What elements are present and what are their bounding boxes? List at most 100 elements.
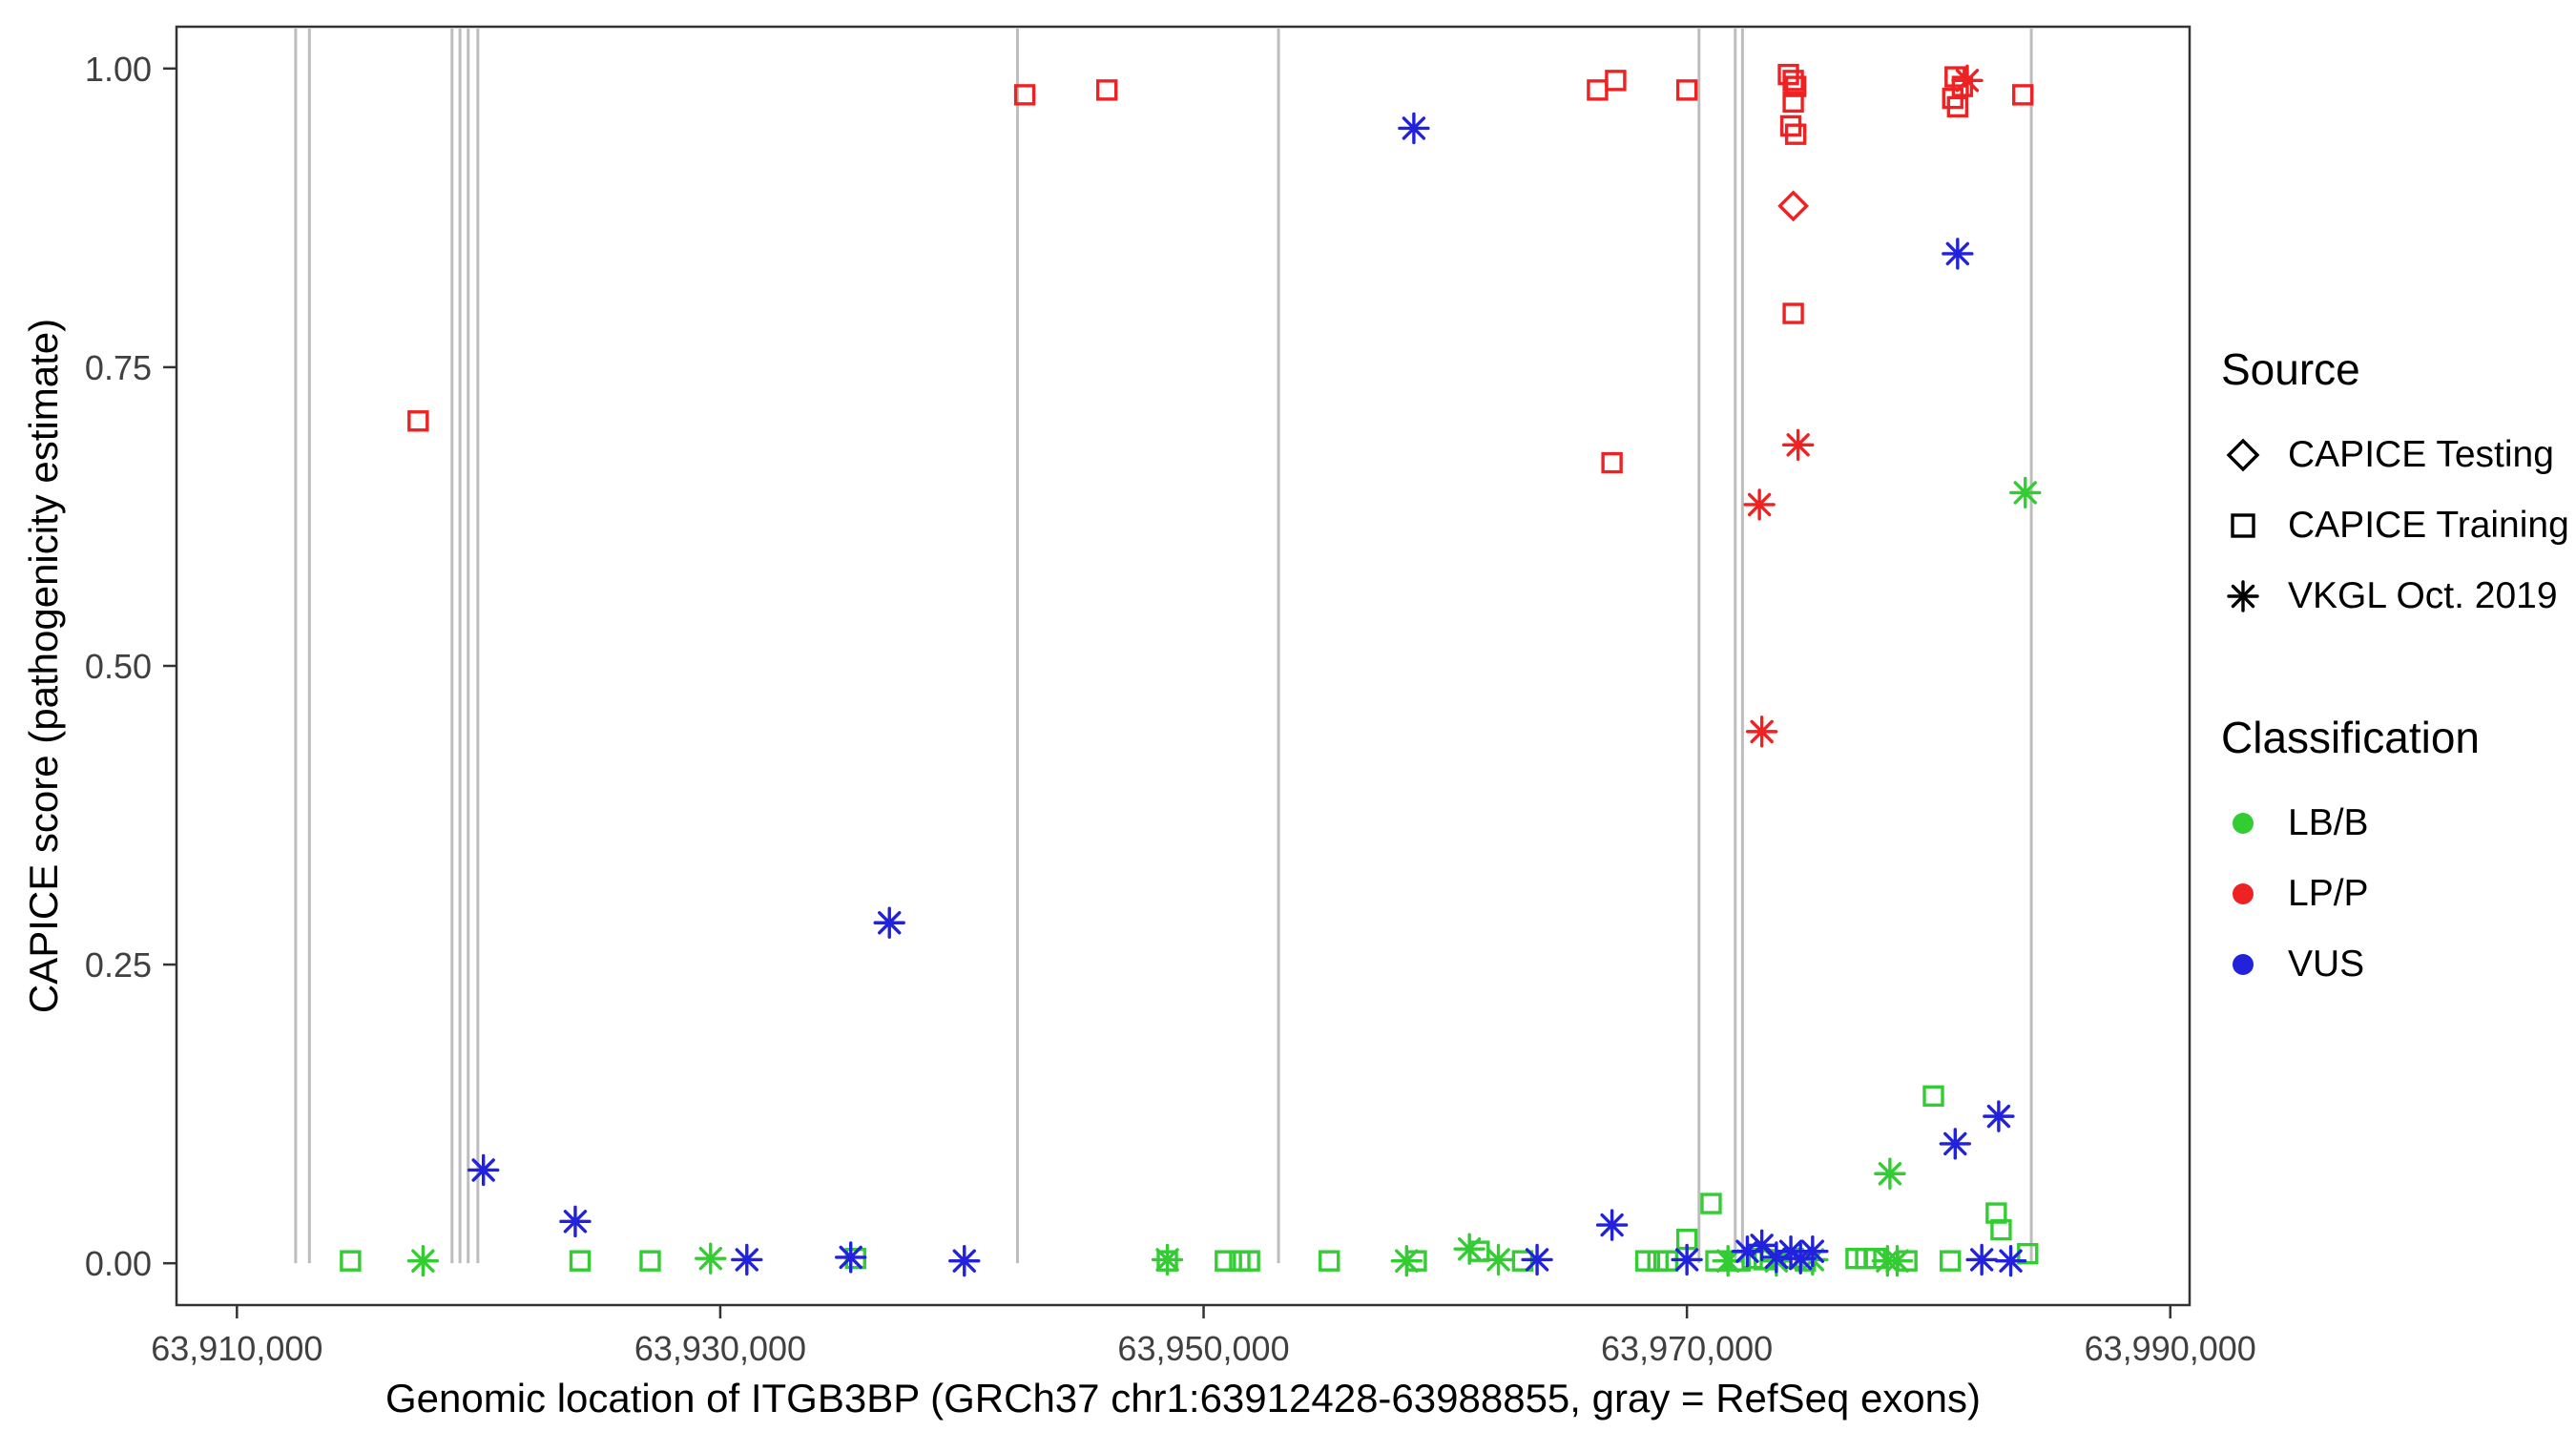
marker-asterisk-arm [839,1245,862,1270]
data-point [1151,1243,1184,1276]
data-point [1671,1243,1703,1276]
legend-item-source-2: VKGL Oct. 2019 [2221,561,2569,632]
data-point [1946,95,1969,118]
data-point [1777,190,1809,222]
data-point [835,1241,867,1274]
data-point [1595,1209,1629,1241]
marker-asterisk-arm [1600,1213,1624,1237]
marker-square [1215,1250,1236,1272]
data-point [695,1242,727,1275]
data-point [340,1250,362,1272]
legend-classification-block: Classification LB/B LP/P VUS [2221,712,2569,1000]
marker-asterisk-arm [2013,481,2037,505]
data-point [1700,1192,1722,1214]
x-axis-title: Genomic location of ITGB3BP (GRCh37 chr1… [384,1376,1982,1421]
marker-asterisk-arm [411,1249,435,1273]
data-point [873,906,905,939]
data-point [406,1244,440,1277]
data-point [1398,112,1430,145]
marker-asterisk-arm [1402,116,1426,140]
data-point [1390,1244,1423,1277]
marker-asterisk-arm [1800,1239,1825,1263]
legend-asterisk-icon [2231,584,2255,609]
data-point [1782,70,1804,92]
marker-square [1940,1250,1962,1272]
data-point [1013,84,1036,106]
marker-square [569,1250,592,1272]
series-VUS [467,112,2027,1277]
marker-asterisk-arm [1715,1249,1740,1273]
legend-item-label: LP/P [2288,873,2369,914]
data-point [1745,1229,1778,1262]
marker-asterisk-arm [1885,1249,1909,1273]
plot-panel [175,25,2192,1307]
data-point [1634,1250,1657,1272]
marker-asterisk-arm [735,1248,758,1272]
legend-item-source-0: CAPICE Testing [2221,420,2569,490]
series-LP-P [1743,64,1984,748]
y-tick-label: 0.00 [85,1244,152,1283]
data-point [1784,75,1807,97]
marker-asterisk-arm [1955,69,1980,93]
legend-source-items: CAPICE Testing CAPICE Training VKGL Oct. 2… [2221,420,2569,632]
legend-item-classification-1: LP/P [2221,859,2569,929]
marker-square [1782,302,1804,324]
marker-square [1096,79,1118,101]
legend-item-label: LB/B [2288,802,2369,843]
x-tick-label: 63,950,000 [1117,1329,1289,1368]
marker-asterisk-arm [1674,1248,1699,1272]
marker-asterisk-arm [1525,1248,1549,1272]
legend-marker-circle [2233,883,2254,904]
data-point [1215,1250,1236,1272]
legend-marker-square [2231,513,2255,538]
legend-diamond-icon [2226,438,2260,472]
x-tick-label: 63,970,000 [1601,1329,1773,1368]
y-tick-label: 0.75 [85,348,152,387]
marker-square [1675,79,1698,101]
marker-asterisk-arm [1750,1234,1774,1257]
marker-asterisk-arm [1999,1249,2023,1273]
marker-square [1946,95,1969,118]
data-point [1940,1250,1962,1272]
x-tick-label: 63,910,000 [151,1329,322,1368]
data-point [1675,79,1698,101]
marker-asterisk-arm [1943,1131,1967,1156]
marker-square [1784,123,1807,145]
data-point [569,1250,592,1272]
legend-item-classification-2: VUS [2221,929,2569,1000]
data-point [1605,70,1627,92]
marker-square [1784,75,1807,97]
data-point [407,410,429,432]
marker-square [1013,84,1036,106]
marker-asterisk-arm [471,1158,495,1182]
legend-source-title: Source [2221,344,2360,394]
y-tick-label: 0.50 [85,647,152,686]
legend-square-icon [2231,513,2255,538]
data-point [1238,1250,1260,1272]
marker-asterisk-arm [563,1210,588,1234]
data-point [1797,1234,1829,1268]
data-point [1951,64,1984,97]
marker-square [1319,1250,1340,1272]
data-point [1745,716,1778,748]
marker-square [1700,1192,1722,1214]
legend-marker-diamond [2226,438,2260,472]
marker-square [407,410,429,432]
marker-asterisk-arm [1747,492,1772,517]
data-point [1939,1128,1971,1160]
marker-asterisk-arm [1155,1248,1179,1272]
y-tick-label: 1.00 [85,50,152,89]
marker-square [2012,84,2034,106]
marker-square [1634,1250,1657,1272]
series-LP-P [407,63,2034,474]
data-point [1777,63,1799,86]
marker-asterisk-arm [1945,241,1970,266]
marker-asterisk-arm [1457,1236,1482,1261]
marker-square [1782,70,1804,92]
data-point [1601,451,1623,474]
data-point [1874,1157,1906,1190]
data-point [1942,238,1974,270]
marker-square [1238,1250,1260,1272]
marker-asterisk-arm [1969,1248,1994,1272]
